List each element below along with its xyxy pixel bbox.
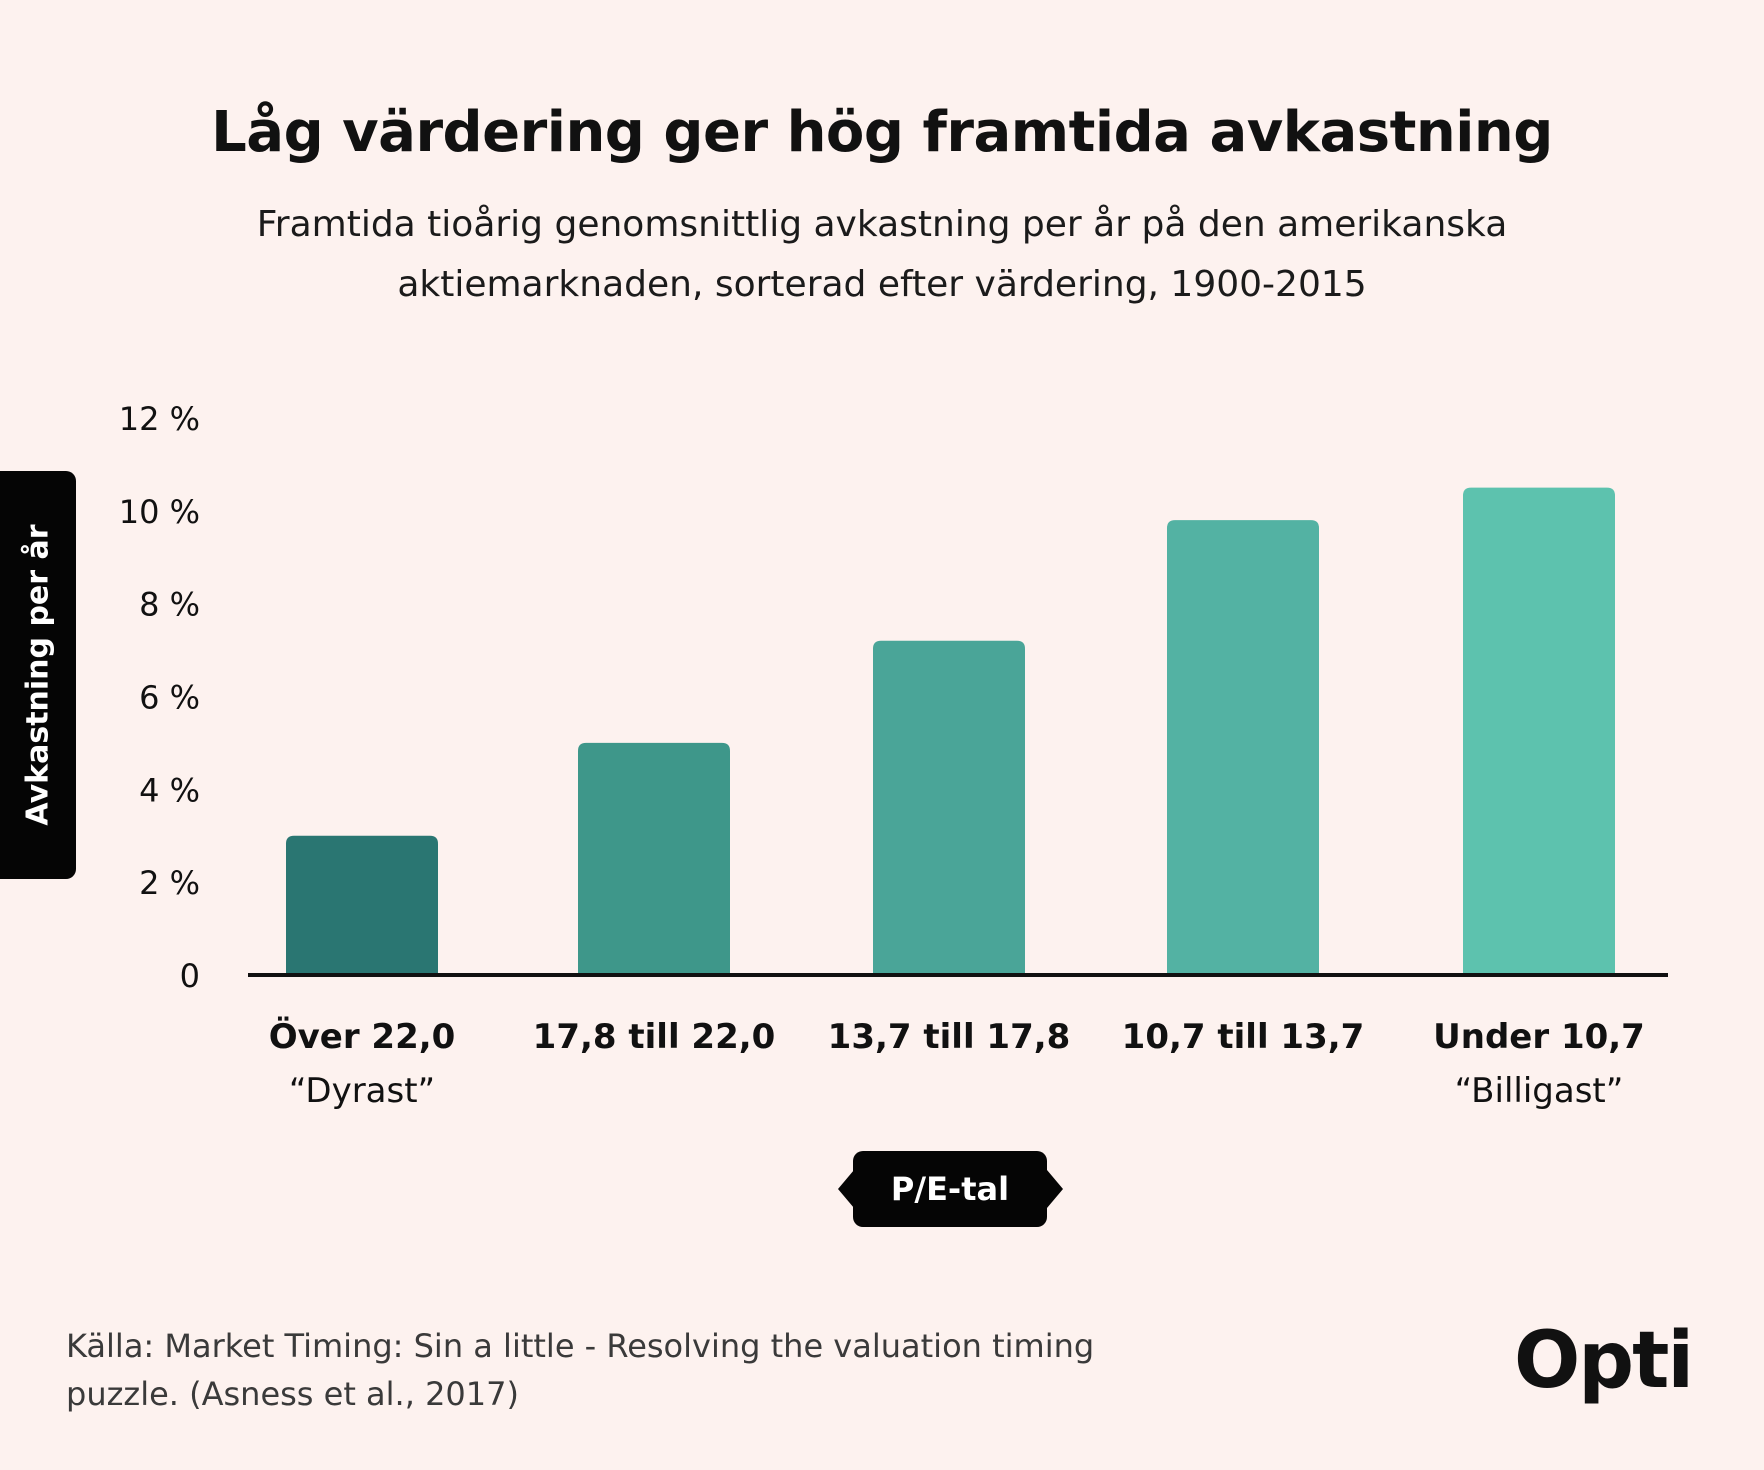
- y-tick-label: 12 %: [119, 400, 200, 438]
- arrow-right-icon: [1047, 1170, 1063, 1208]
- x-tick-label: Under 10,7: [1433, 1017, 1645, 1057]
- source-line-1: Källa: Market Timing: Sin a little - Res…: [66, 1327, 1095, 1365]
- x-tick-label: 17,8 till 22,0: [533, 1017, 776, 1057]
- y-tick-label: 8 %: [139, 586, 200, 624]
- subtitle-line-2: aktiemarknaden, sorterad efter värdering…: [397, 264, 1367, 305]
- y-axis-label-tab: [0, 471, 76, 879]
- y-tick-label: 0: [180, 957, 200, 995]
- x-tick-label: 10,7 till 13,7: [1122, 1017, 1365, 1057]
- source-line-2: puzzle. (Asness et al., 2017): [66, 1375, 519, 1413]
- bar: [1167, 520, 1319, 975]
- x-tick-sublabel: “Billigast”: [1455, 1071, 1624, 1111]
- bar: [286, 835, 438, 975]
- opti-logo: Opti: [1514, 1316, 1694, 1406]
- y-tick-label: 4 %: [139, 771, 200, 809]
- y-tick-label: 2 %: [139, 864, 200, 902]
- source-note: Källa: Market Timing: Sin a little - Res…: [66, 1322, 1266, 1418]
- x-tick-label: Över 22,0: [269, 1016, 456, 1057]
- y-tick-label: 6 %: [139, 679, 200, 717]
- bar: [873, 640, 1025, 975]
- x-tick-sublabel: “Dyrast”: [289, 1071, 435, 1111]
- subtitle-line-1: Framtida tioårig genomsnittlig avkastnin…: [256, 204, 1508, 245]
- y-tick-label: 10 %: [119, 493, 200, 531]
- x-tick-label: 13,7 till 17,8: [828, 1017, 1071, 1057]
- chart-subtitle: Framtida tioårig genomsnittlig avkastnin…: [150, 195, 1614, 315]
- bar-chart: 0 2 % 4 % 6 % 8 % 10 % 12 % Över 22,0 “Dyrast” 17…: [119, 400, 1668, 1111]
- arrow-left-icon: [838, 1170, 854, 1208]
- bar: [1463, 487, 1615, 975]
- bar: [578, 742, 730, 975]
- x-axis-label: P/E-tal: [853, 1151, 1047, 1227]
- chart-title: Låg värdering ger hög framtida avkastnin…: [211, 100, 1553, 165]
